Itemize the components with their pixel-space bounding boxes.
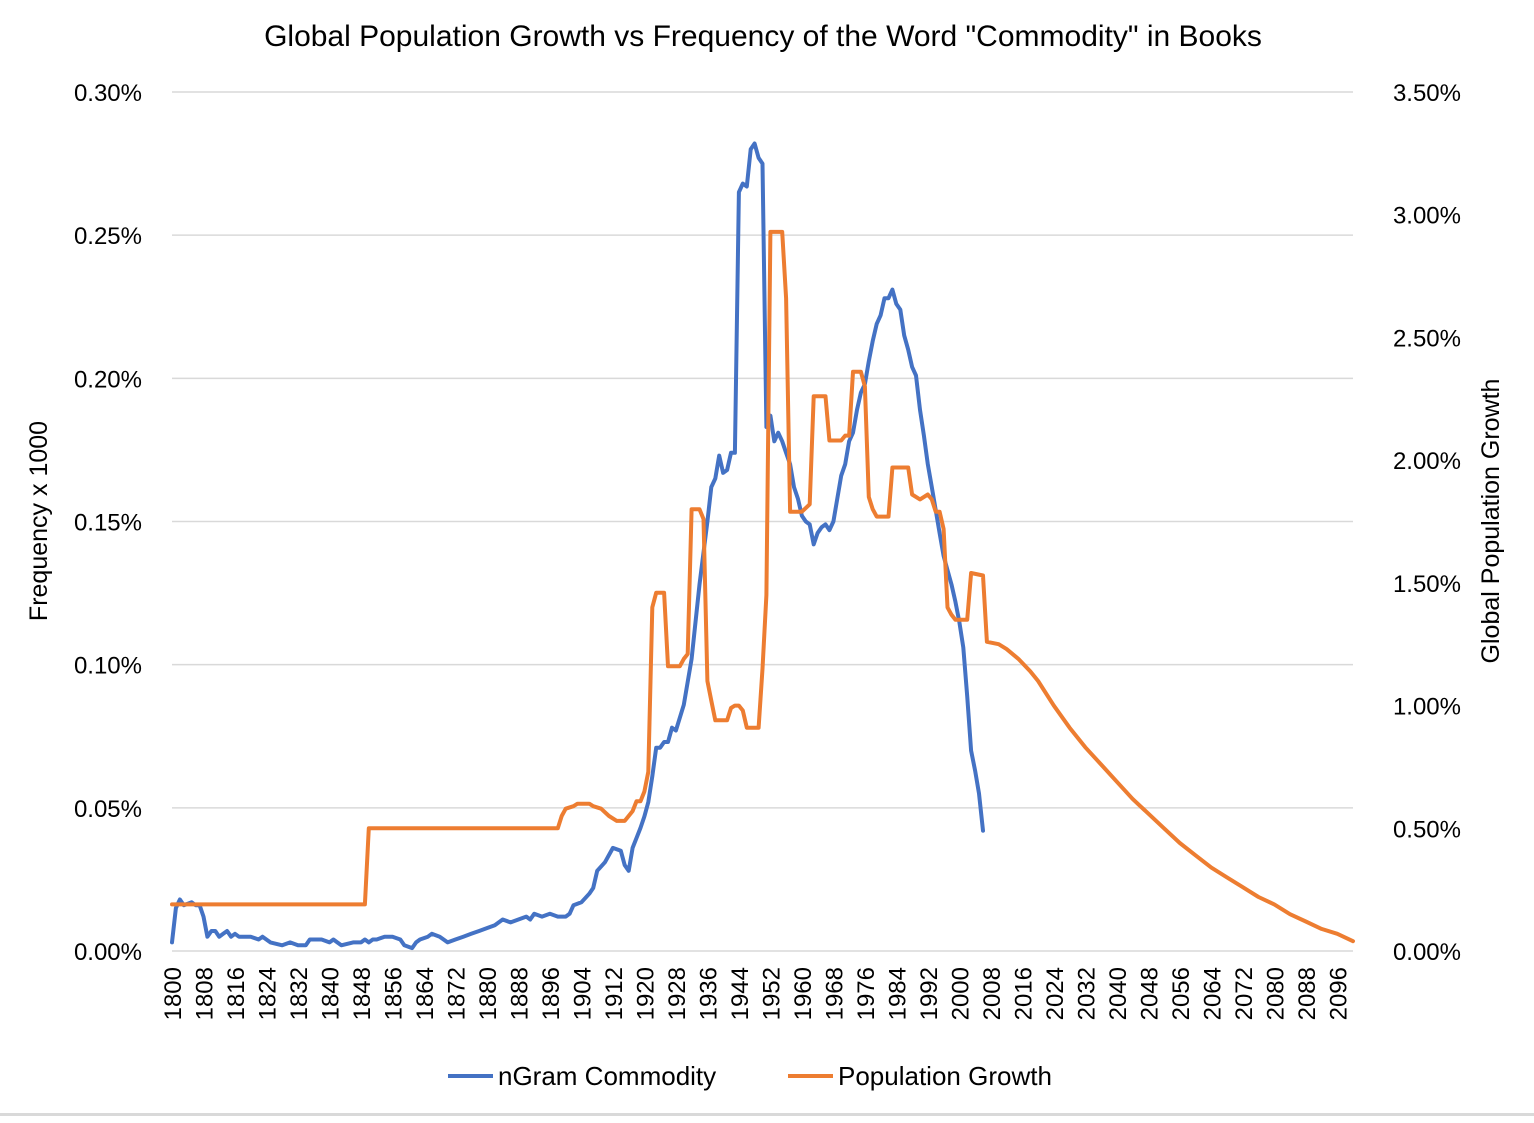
x-axis-tick-label: 1936 <box>695 967 722 1020</box>
x-axis-tick-label: 1928 <box>664 967 691 1020</box>
x-axis-tick-label: 2032 <box>1073 967 1100 1020</box>
x-axis-tick-label: 1992 <box>916 967 943 1020</box>
x-axis-tick-label: 1896 <box>538 967 565 1020</box>
left-axis-tick-label: 0.05% <box>74 796 142 823</box>
legend: nGram Commodity Population Growth <box>448 1061 1052 1091</box>
x-axis-tick-label: 1912 <box>601 967 628 1020</box>
right-axis-tick-label: 1.50% <box>1393 571 1461 598</box>
x-axis-tick-label: 1864 <box>412 967 439 1020</box>
x-axis-tick-label: 2088 <box>1294 967 1321 1020</box>
left-axis-tick-label: 0.25% <box>74 223 142 250</box>
bottom-rule <box>0 1113 1534 1116</box>
right-axis-tick-label: 0.50% <box>1393 816 1461 843</box>
x-axis-tick-label: 1920 <box>632 967 659 1020</box>
x-axis-tick-label: 1880 <box>475 967 502 1020</box>
x-axis-tick-label: 1816 <box>223 967 250 1020</box>
x-axis-tick-label: 2096 <box>1325 967 1352 1020</box>
legend-label-population: Population Growth <box>838 1061 1052 1091</box>
left-axis-tick-label: 0.20% <box>74 366 142 393</box>
right-axis-tick-label: 0.00% <box>1393 939 1461 966</box>
right-axis-tick-label: 3.00% <box>1393 203 1461 230</box>
x-axis-tick-label: 1888 <box>506 967 533 1020</box>
x-axis-tick-label: 1904 <box>569 967 596 1020</box>
series-line-ngram-commodity <box>170 141 985 951</box>
chart-title: Global Population Growth vs Frequency of… <box>264 20 1262 53</box>
x-axis-tick-label: 2080 <box>1262 967 1289 1020</box>
right-axis-tick-label: 2.00% <box>1393 448 1461 475</box>
x-axis-tick-label: 1840 <box>317 967 344 1020</box>
series-line-population-growth <box>170 229 1355 944</box>
right-axis-tick-label: 1.00% <box>1393 694 1461 721</box>
x-axis-tick-label: 2024 <box>1042 967 1069 1020</box>
x-axis-tick-label: 1968 <box>821 967 848 1020</box>
x-axis-tick-label: 2056 <box>1168 967 1195 1020</box>
x-axis-tick-label: 1808 <box>191 967 218 1020</box>
right-axis-title: Global Population Growth <box>1477 379 1505 664</box>
x-axis-tick-label: 1976 <box>853 967 880 1020</box>
x-axis-tick-labels: 1800 1808 1816 1824 1832 1840 1848 1856 1864 1872… <box>160 967 1352 1020</box>
x-axis-tick-label: 1960 <box>790 967 817 1020</box>
x-axis-tick-label: 2048 <box>1136 967 1163 1020</box>
x-axis-tick-label: 1856 <box>380 967 407 1020</box>
x-axis-tick-label: 1848 <box>349 967 376 1020</box>
right-axis-tick-labels: 0.00% 0.50% 1.00% 1.50% 2.00% 2.50% 3.00% 3.50% <box>1393 80 1461 966</box>
left-axis-tick-label: 0.00% <box>74 939 142 966</box>
left-axis-title: Frequency x 1000 <box>25 421 53 621</box>
x-axis-tick-label: 2072 <box>1231 967 1258 1020</box>
x-axis-tick-label: 2016 <box>1010 967 1037 1020</box>
x-axis-tick-label: 1824 <box>254 967 281 1020</box>
x-axis-tick-label: 1944 <box>727 967 754 1020</box>
x-axis-tick-label: 1984 <box>884 967 911 1020</box>
x-axis-tick-label: 1952 <box>758 967 785 1020</box>
x-axis-tick-label: 2008 <box>979 967 1006 1020</box>
left-axis-tick-labels: 0.00% 0.05% 0.10% 0.15% 0.20% 0.25% 0.30% <box>74 80 142 966</box>
x-axis-tick-label: 1872 <box>443 967 470 1020</box>
x-axis-tick-label: 1832 <box>286 967 313 1020</box>
left-axis-tick-label: 0.30% <box>74 80 142 107</box>
x-axis-tick-label: 1800 <box>160 967 187 1020</box>
legend-label-ngram: nGram Commodity <box>498 1061 716 1091</box>
series-lines <box>170 141 1355 951</box>
x-axis-tick-label: 2040 <box>1105 967 1132 1020</box>
right-axis-tick-label: 3.50% <box>1393 80 1461 107</box>
right-axis-tick-label: 2.50% <box>1393 325 1461 352</box>
x-axis-tick-label: 2064 <box>1199 967 1226 1020</box>
x-axis-tick-label: 2000 <box>947 967 974 1020</box>
left-axis-tick-label: 0.10% <box>74 653 142 680</box>
left-axis-tick-label: 0.15% <box>74 510 142 537</box>
